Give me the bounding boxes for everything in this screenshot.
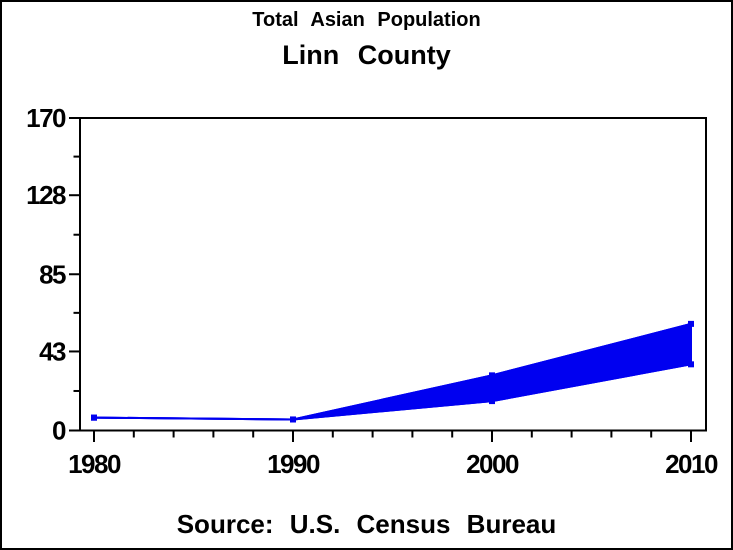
band-area <box>93 322 692 421</box>
lower-bound-marker <box>91 414 97 421</box>
y-tick-label: 128 <box>26 180 66 210</box>
lower-bound-marker <box>489 398 495 405</box>
x-tick-label: 1990 <box>267 449 320 479</box>
x-tick-label: 1980 <box>68 449 121 479</box>
x-axis: 1980 1990 2000 2010 <box>68 430 719 479</box>
chart-subtitle: Linn County <box>282 40 451 70</box>
upper-bound-marker <box>489 372 495 379</box>
x-tick-label: 2000 <box>466 449 519 479</box>
y-tick-label: 170 <box>26 103 66 133</box>
y-axis: 0 43 85 128 170 <box>26 103 80 446</box>
x-tick-label: 2010 <box>665 449 718 479</box>
upper-bound-marker <box>688 320 694 327</box>
y-tick-label: 43 <box>39 336 66 366</box>
lower-bound-marker <box>688 361 694 368</box>
plot-frame <box>79 117 707 432</box>
chart-title: Total Asian Population <box>252 9 481 31</box>
y-tick-label: 0 <box>52 416 66 446</box>
y-tick-label: 85 <box>39 259 66 289</box>
lower-bound-line <box>93 363 692 421</box>
lower-bound-marker <box>290 416 296 423</box>
source-note: Source: U.S. Census Bureau <box>176 509 557 539</box>
